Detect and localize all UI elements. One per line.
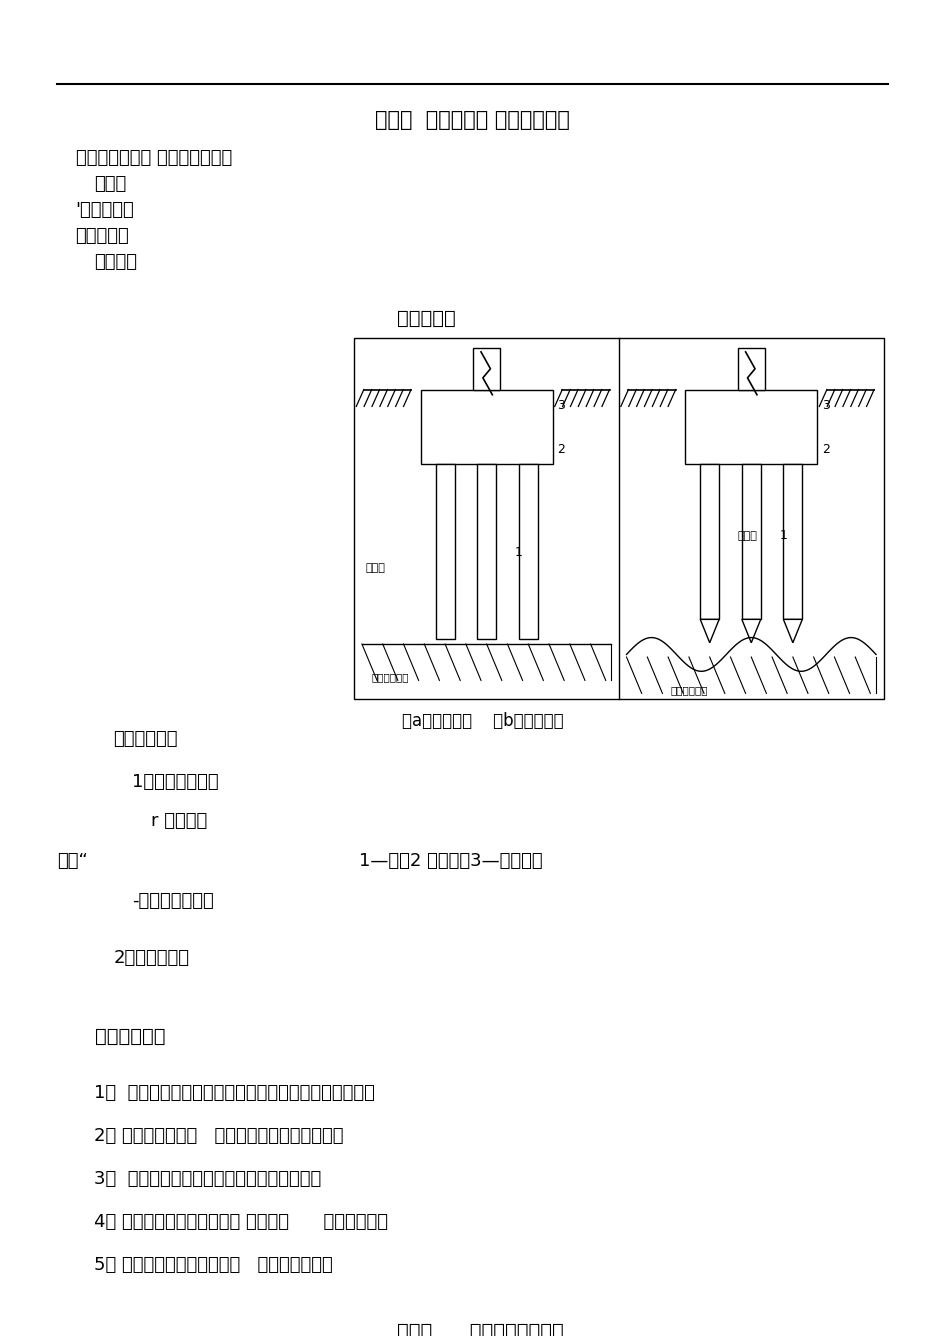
Text: 1—桷；2 一承台；3—上部结构: 1—桷；2 一承台；3—上部结构	[359, 852, 542, 870]
Text: 广桷基础（深基 础中应用最多）: 广桷基础（深基 础中应用最多）	[76, 150, 231, 167]
Text: 1、作为基础使用: 1、作为基础使用	[132, 772, 219, 791]
Text: 岩层或硬土层: 岩层或硬土层	[670, 685, 708, 696]
Text: r 若干根桷: r 若干根桷	[151, 811, 208, 830]
Text: 3、  按竖向荷载方向分：抗压（较多）、抗拔: 3、 按竖向荷载方向分：抗压（较多）、抗拔	[94, 1170, 321, 1188]
Text: 组成“: 组成“	[57, 852, 88, 870]
Bar	[473, 347, 499, 390]
Polygon shape	[783, 620, 801, 643]
Bar	[783, 464, 801, 620]
Text: 墓基础: 墓基础	[94, 175, 126, 194]
Text: 2: 2	[821, 444, 829, 456]
Text: 5、 按制作（施工）方法分：   预制桷、灣注桷: 5、 按制作（施工）方法分： 预制桷、灣注桷	[94, 1256, 333, 1273]
Text: 1、  按材料分：钑、混凝土、钒筋混凝土、钒管混凝土等: 1、 按材料分：钑、混凝土、钒筋混凝土、钒管混凝土等	[94, 1085, 375, 1102]
Bar	[737, 347, 764, 390]
Text: 2、起护壁作用: 2、起护壁作用	[113, 949, 189, 967]
Text: 2、 按横向截面分：   方、圆、多边、三角、十字: 2、 按横向截面分： 方、圆、多边、三角、十字	[94, 1128, 344, 1145]
Text: 4、 按受力性质分：摩擦桷、 端承桷、      抗拔（浮）桷: 4、 按受力性质分：摩擦桷、 端承桷、 抗拔（浮）桷	[94, 1213, 388, 1230]
Text: 一、桷的作用: 一、桷的作用	[113, 729, 177, 748]
Text: 软土层: 软土层	[365, 564, 385, 573]
Text: 第二章  桷基础工程 深基础的类型: 第二章 桷基础工程 深基础的类型	[375, 111, 569, 131]
Text: 1: 1	[779, 529, 786, 542]
Text: 2: 2	[557, 444, 565, 456]
Text: 软土层: 软土层	[736, 530, 756, 541]
Text: 沉筱基础: 沉筱基础	[94, 254, 138, 271]
Text: 二、桷的分类: 二、桷的分类	[94, 1027, 165, 1046]
Bar	[420, 390, 552, 464]
Text: 第二节      混凝土预制桷施工: 第二节 混凝土预制桷施工	[396, 1321, 563, 1336]
Text: 乜沉井基础: 乜沉井基础	[76, 227, 129, 246]
Bar	[684, 390, 817, 464]
Bar	[518, 464, 537, 639]
Bar	[741, 464, 760, 620]
Text: 3: 3	[821, 399, 829, 411]
Bar	[477, 464, 496, 639]
Polygon shape	[700, 620, 718, 643]
Text: 3: 3	[557, 399, 565, 411]
Bar	[354, 338, 883, 699]
Bar	[435, 464, 454, 639]
Text: 第一节概述: 第一节概述	[396, 309, 455, 329]
Text: 1: 1	[514, 545, 522, 558]
Bar	[700, 464, 718, 620]
Text: （a）端承桷；    （b）摩擦桷；: （a）端承桷； （b）摩擦桷；	[401, 712, 563, 729]
Polygon shape	[741, 620, 760, 643]
Text: '地下连续墙: '地下连续墙	[76, 202, 134, 219]
Text: -承台（承台梁）: -承台（承台梁）	[132, 892, 214, 910]
Text: 岩层或硬土层: 岩层或硬土层	[371, 672, 409, 683]
